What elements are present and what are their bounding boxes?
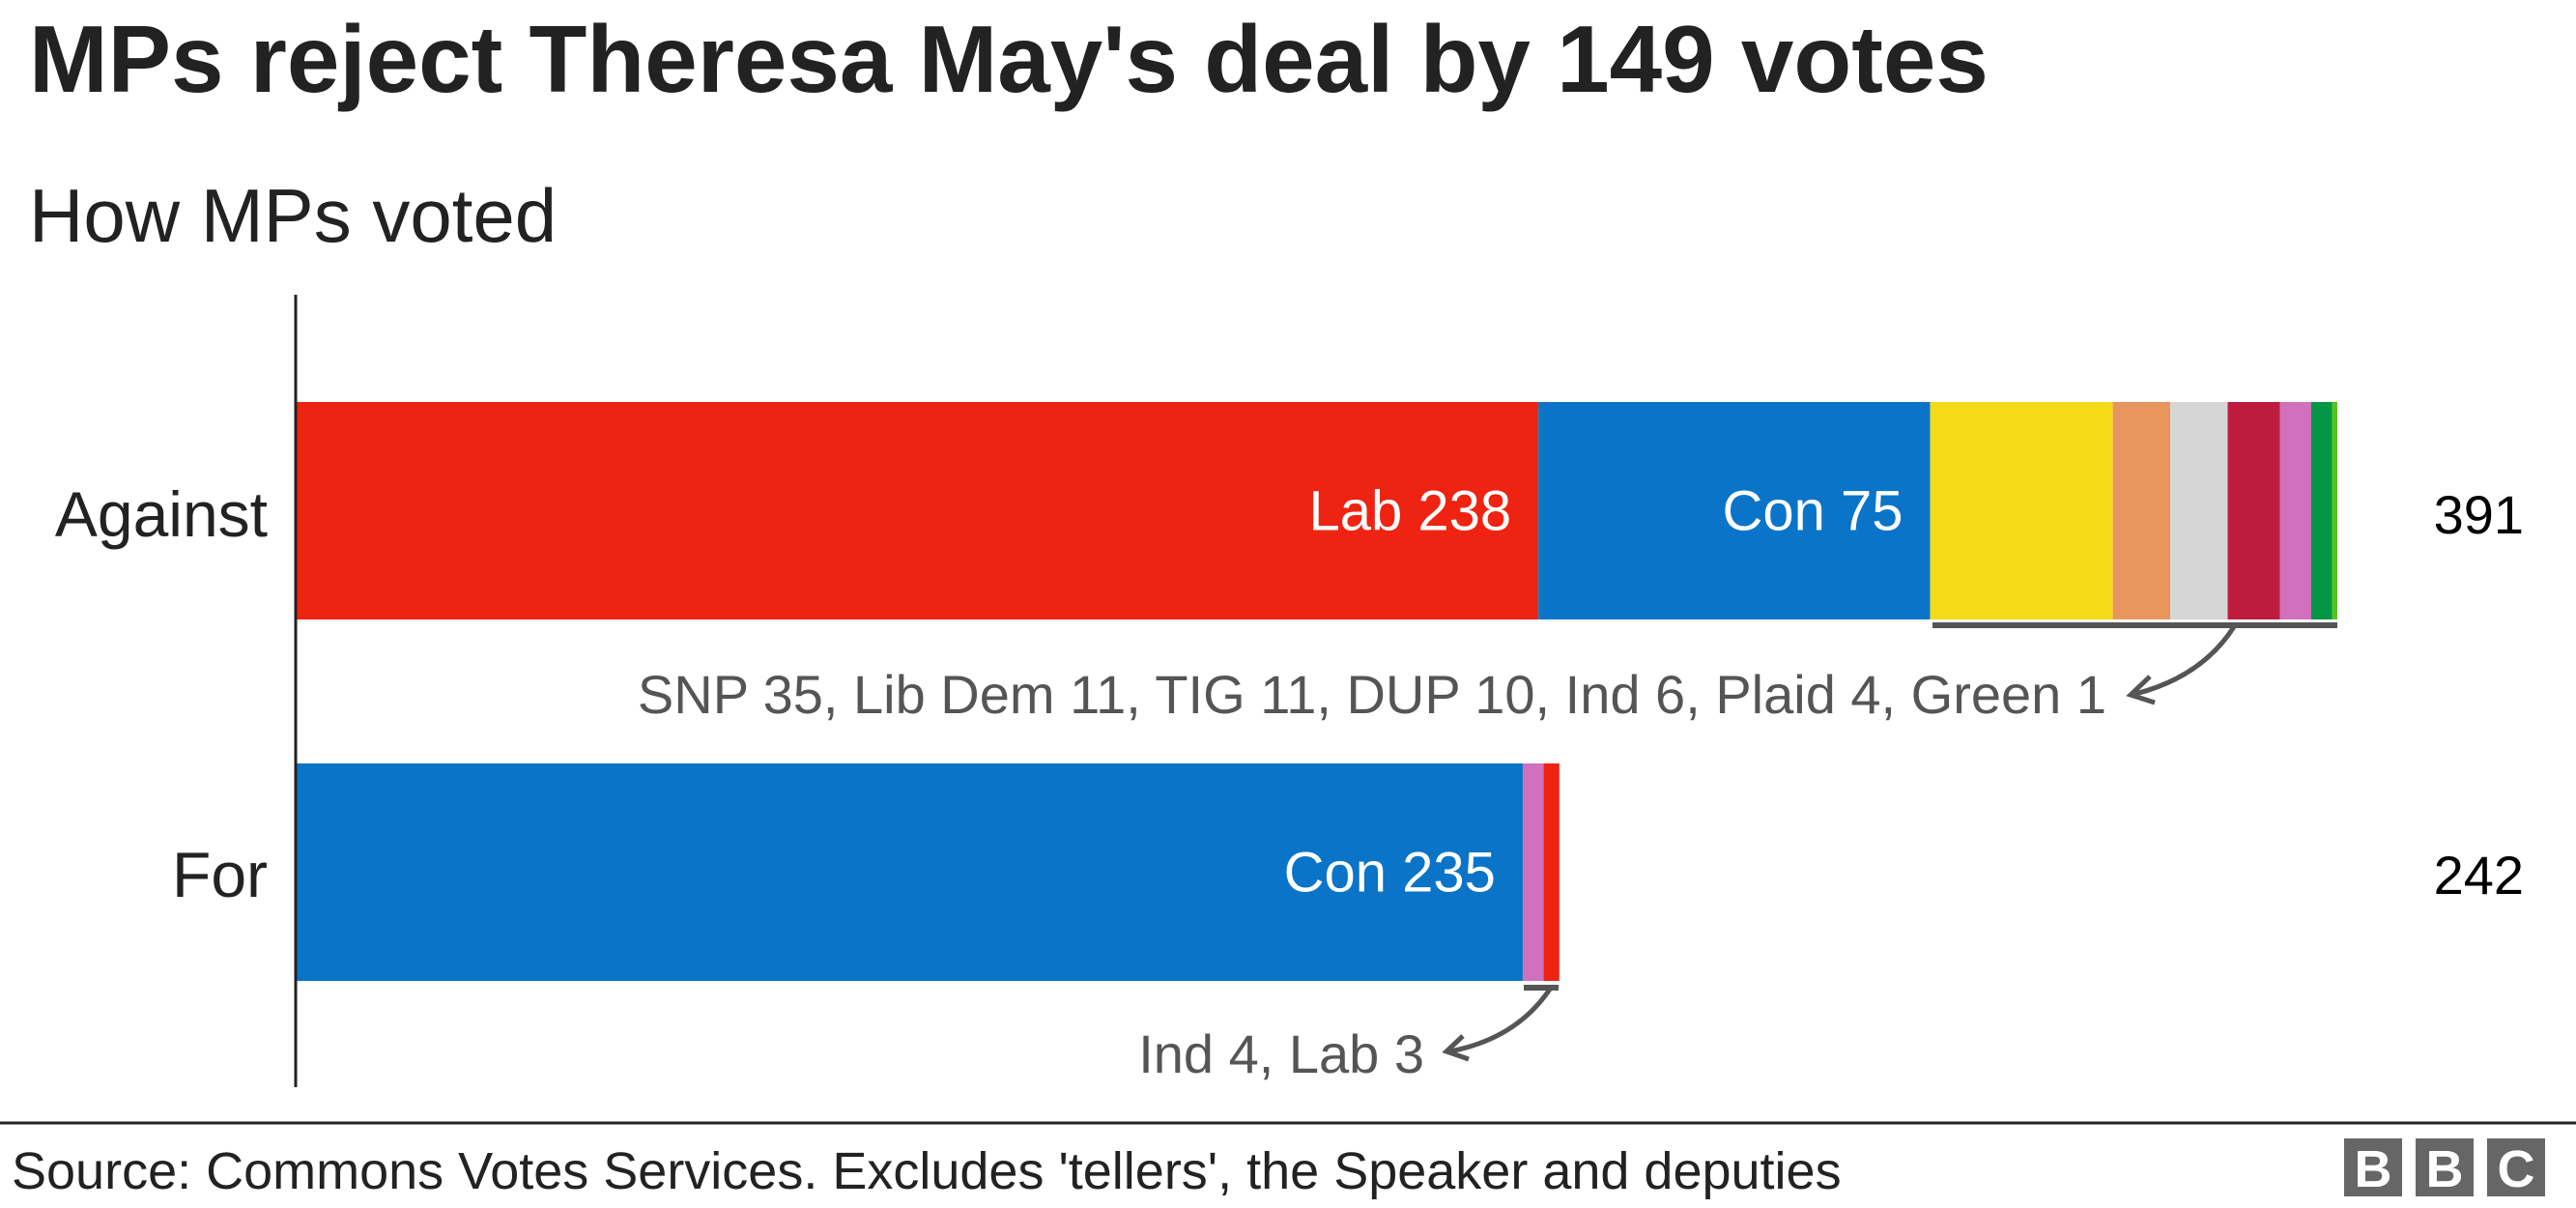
bar-segment-against-snp (1930, 402, 2113, 619)
svg-text:B: B (2355, 1140, 2392, 1198)
bbc-logo: B B C (2344, 1138, 2545, 1198)
data-label-against-con: Con 75 (1722, 480, 1903, 543)
against-arrow-icon (2134, 623, 2238, 697)
bar-segment-against-ind (2279, 402, 2311, 619)
for-annotation: Ind 4, Lab 3 (1138, 1023, 1424, 1084)
bar-segment-for-lab (1543, 763, 1560, 981)
bars: Lab 238 Con 75 Con 235 (296, 402, 2337, 981)
bar-segment-against-lib-dem (2112, 402, 2171, 619)
bar-segment-against-tig (2170, 402, 2228, 619)
total-against: 391 (2434, 484, 2524, 545)
source-text: Source: Commons Votes Services. Excludes… (12, 1142, 1842, 1200)
chart-subtitle: How MPs voted (29, 173, 557, 258)
data-label-for-con: Con 235 (1284, 842, 1496, 905)
bar-segment-against-con (1538, 402, 1931, 619)
svg-text:B: B (2426, 1140, 2464, 1198)
data-label-against-lab: Lab 238 (1309, 480, 1512, 543)
bar-segment-against-green (2332, 402, 2337, 619)
against-arrowhead-icon (2126, 675, 2156, 705)
against-annotation: SNP 35, Lib Dem 11, TIG 11, DUP 10, Ind … (638, 664, 2106, 725)
bar-segment-against-plaid (2310, 402, 2333, 619)
svg-text:C: C (2498, 1140, 2535, 1198)
chart-title: MPs reject Theresa May's deal by 149 vot… (29, 6, 1989, 112)
bar-segment-for-ind (1522, 763, 1544, 981)
for-arrowhead-icon (1442, 1034, 1470, 1062)
bar-segment-for-con (296, 763, 1523, 981)
bar-segment-against-dup (2227, 402, 2280, 619)
bar-segment-against-lab (296, 402, 1539, 619)
category-label-for: For (172, 839, 268, 910)
total-for: 242 (2434, 845, 2524, 906)
category-label-against: Against (55, 478, 268, 550)
for-arrow-icon (1448, 986, 1554, 1054)
